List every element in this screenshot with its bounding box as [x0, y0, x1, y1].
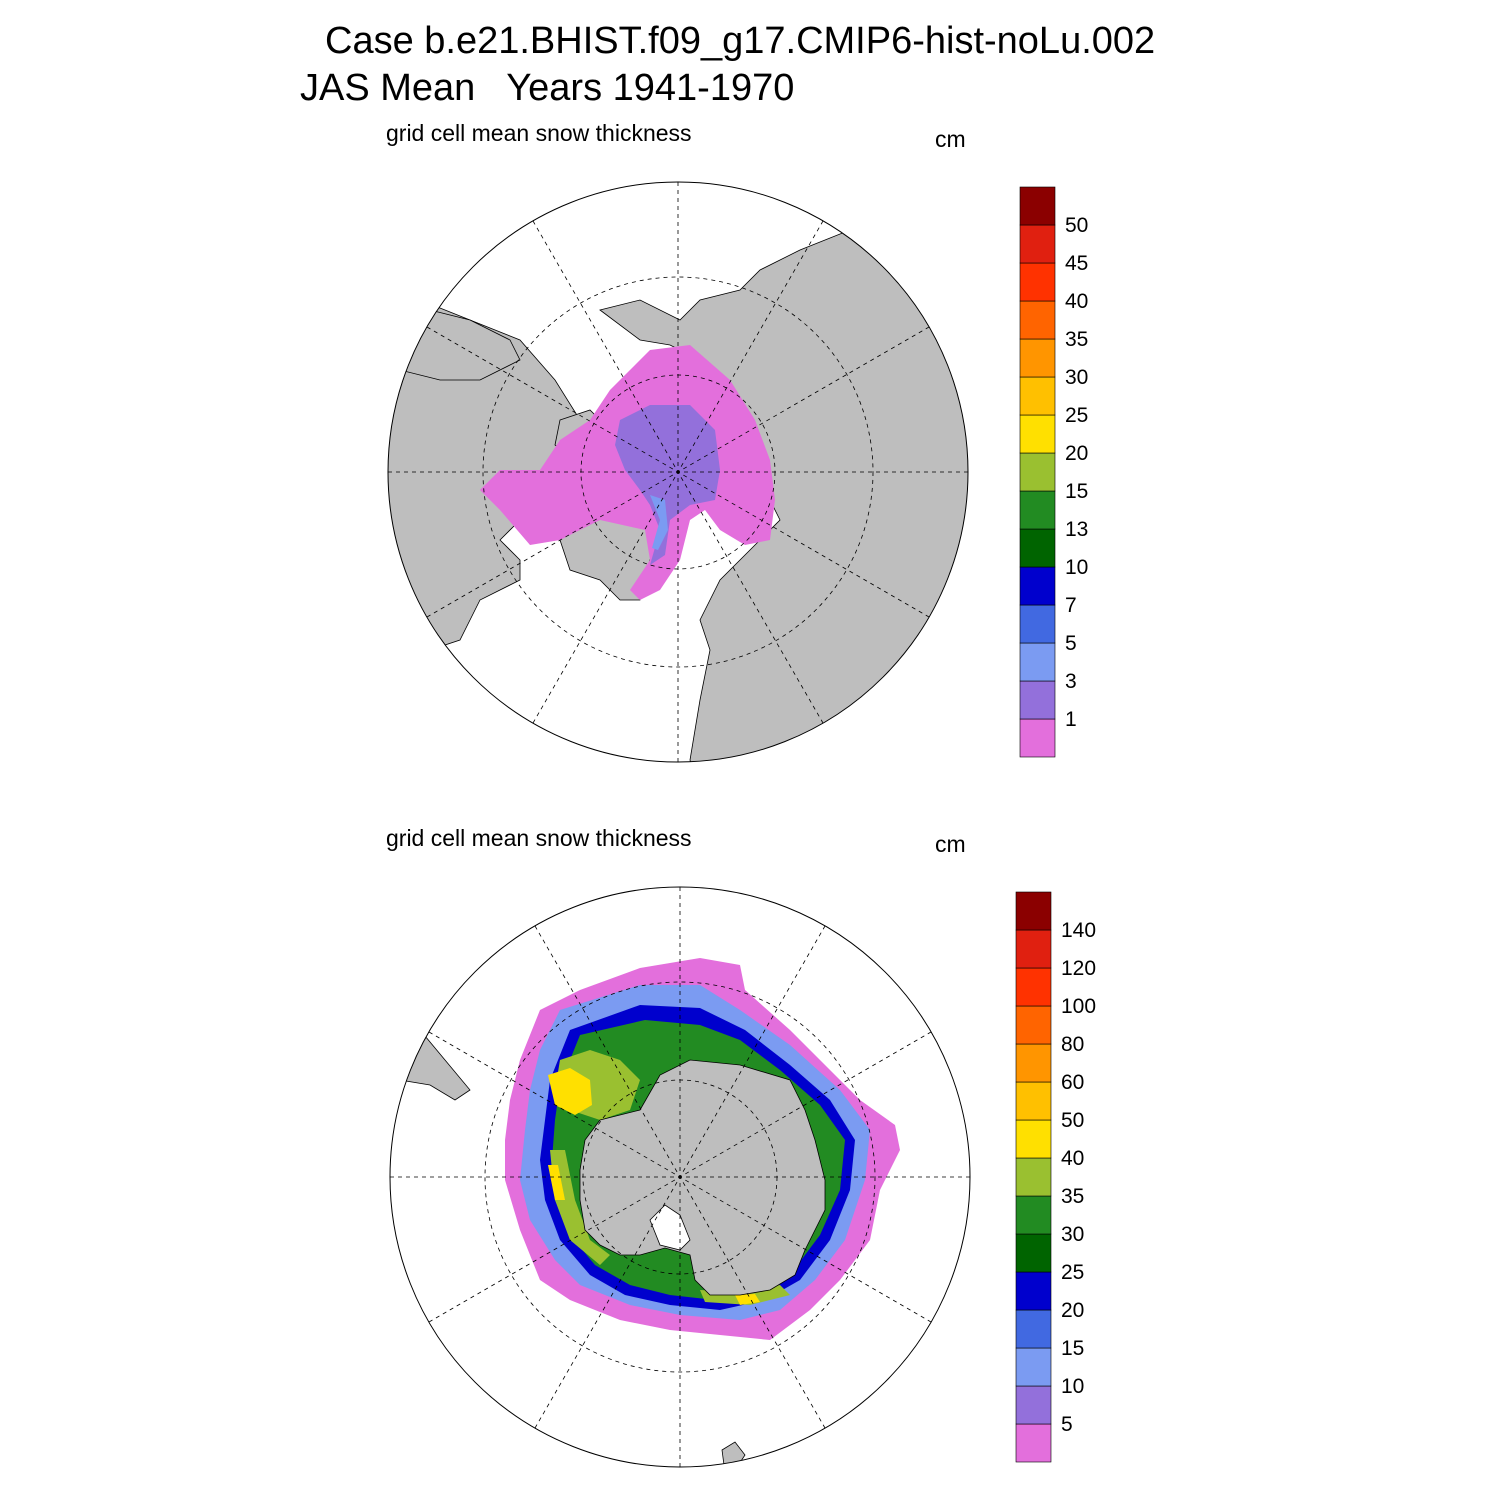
- north-panel-units: cm: [935, 126, 966, 152]
- colorbar-swatch: [1015, 1119, 1052, 1159]
- colorbar-swatch: [1015, 1385, 1052, 1425]
- colorbar-tick-label: 120: [1061, 957, 1096, 980]
- colorbar-tick-label: 3: [1065, 670, 1077, 693]
- north-panel-subtitle: grid cell mean snow thickness: [386, 120, 692, 146]
- colorbar-tick-label: 30: [1065, 366, 1088, 389]
- colorbar-swatch: [1019, 528, 1056, 568]
- colorbar-swatch: [1019, 566, 1056, 606]
- north-polar-map: [387, 181, 969, 763]
- colorbar-swatch: [1015, 891, 1052, 931]
- colorbar-tick-label: 45: [1065, 252, 1088, 275]
- colorbar-swatch: [1015, 1271, 1052, 1311]
- colorbar-swatch: [1019, 186, 1056, 226]
- colorbar-swatch: [1019, 490, 1056, 530]
- colorbar-swatch: [1019, 718, 1056, 758]
- colorbar-tick-label: 60: [1061, 1071, 1084, 1094]
- north-map-border: [387, 181, 969, 763]
- colorbar-tick-label: 10: [1061, 1375, 1084, 1398]
- colorbar-tick-label: 1: [1065, 708, 1077, 731]
- south-colorbar: 5 10 15 20 25 30 35 40 50 60 80 100 120 140: [1015, 891, 1096, 1463]
- colorbar-tick-label: 13: [1065, 518, 1088, 541]
- figure-title-line-1: Case b.e21.BHIST.f09_g17.CMIP6-hist-noLu…: [325, 20, 1156, 62]
- colorbar-tick-label: 35: [1065, 328, 1088, 351]
- north-graticule: [388, 182, 968, 762]
- colorbar-tick-label: 25: [1065, 404, 1088, 427]
- south-polar-map: [389, 886, 971, 1468]
- colorbar-tick-label: 20: [1061, 1299, 1084, 1322]
- colorbar-swatch: [1015, 1233, 1052, 1273]
- colorbar-tick-label: 40: [1065, 290, 1088, 313]
- colorbar-tick-label: 20: [1065, 442, 1088, 465]
- colorbar-tick-label: 30: [1061, 1223, 1084, 1246]
- colorbar-swatch: [1019, 262, 1056, 302]
- colorbar-swatch: [1019, 376, 1056, 416]
- colorbar-swatch: [1015, 929, 1052, 969]
- south-snow-band-8: [548, 1165, 565, 1200]
- colorbar-swatch: [1019, 642, 1056, 682]
- colorbar-swatch: [1015, 1347, 1052, 1387]
- colorbar-swatch: [1015, 1081, 1052, 1121]
- north-snow-band-3: [650, 495, 668, 550]
- south-panel-units: cm: [935, 831, 966, 857]
- colorbar-swatch: [1015, 1309, 1052, 1349]
- colorbar-tick-label: 25: [1061, 1261, 1084, 1284]
- colorbar-swatch: [1015, 1423, 1052, 1463]
- colorbar-tick-label: 50: [1061, 1109, 1084, 1132]
- figure-title-line-2: JAS Mean Years 1941-1970: [300, 67, 795, 109]
- colorbar-swatch: [1019, 604, 1056, 644]
- colorbar-swatch: [1019, 300, 1056, 340]
- colorbar-swatch: [1019, 414, 1056, 454]
- colorbar-tick-label: 15: [1065, 480, 1088, 503]
- south-snow-band-10: [735, 1294, 760, 1305]
- south-panel-subtitle: grid cell mean snow thickness: [386, 825, 692, 851]
- colorbar-swatch: [1015, 1157, 1052, 1197]
- colorbar-tick-label: 5: [1065, 632, 1077, 655]
- south-graticule: [390, 887, 970, 1467]
- colorbar-tick-label: 50: [1065, 214, 1088, 237]
- south-snow-band-6: [548, 1068, 592, 1115]
- colorbar-tick-label: 15: [1061, 1337, 1084, 1360]
- colorbar-swatch: [1019, 338, 1056, 378]
- colorbar-tick-label: 40: [1061, 1147, 1084, 1170]
- colorbar-swatch: [1019, 680, 1056, 720]
- colorbar-swatch: [1015, 967, 1052, 1007]
- colorbar-tick-label: 35: [1061, 1185, 1084, 1208]
- colorbar-swatch: [1015, 1043, 1052, 1083]
- north-land-siberia-upper: [399, 309, 521, 381]
- colorbar-tick-label: 80: [1061, 1033, 1084, 1056]
- colorbar-tick-label: 140: [1061, 919, 1096, 942]
- colorbar-tick-label: 7: [1065, 594, 1077, 617]
- colorbar-tick-label: 100: [1061, 995, 1096, 1018]
- colorbar-swatch: [1015, 1005, 1052, 1045]
- colorbar-tick-label: 5: [1061, 1413, 1073, 1436]
- colorbar-tick-label: 10: [1065, 556, 1088, 579]
- south-map-border: [389, 886, 971, 1468]
- colorbar-swatch: [1019, 224, 1056, 264]
- south-snow-band-7: [550, 1150, 610, 1265]
- colorbar-swatch: [1019, 452, 1056, 492]
- colorbar-swatch: [1015, 1195, 1052, 1235]
